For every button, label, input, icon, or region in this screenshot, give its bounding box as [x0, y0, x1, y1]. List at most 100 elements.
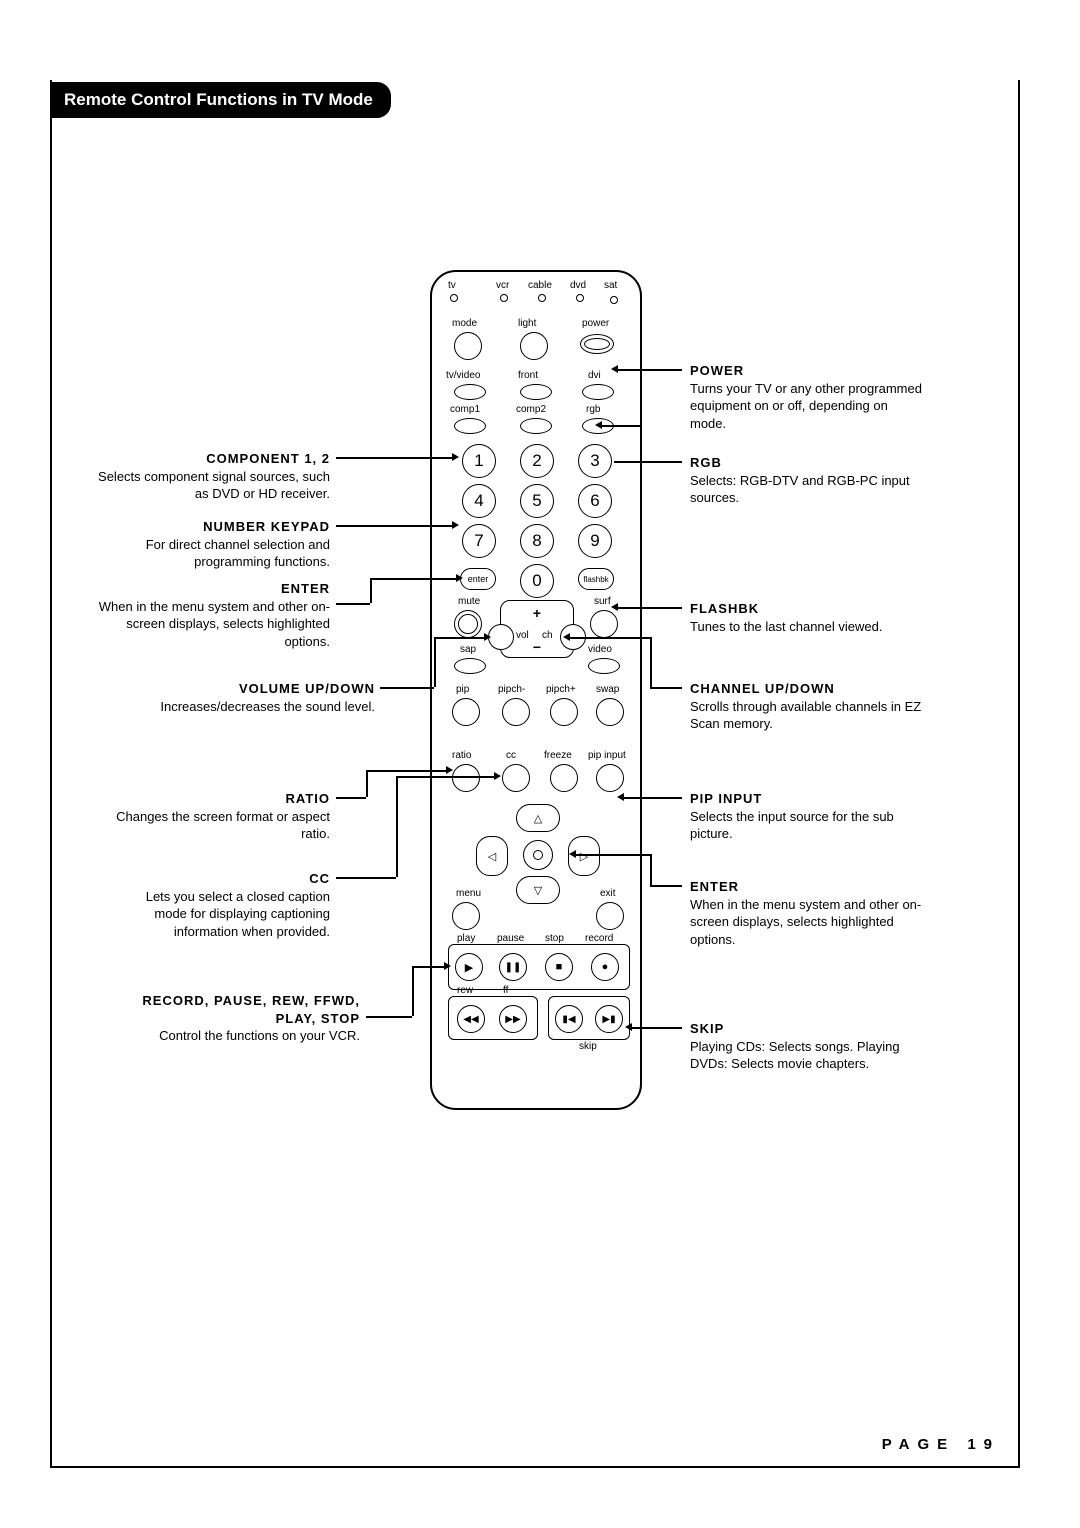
arrow-power — [611, 365, 618, 373]
line-cc-h2 — [396, 776, 494, 778]
arrow-component — [452, 453, 459, 461]
play-button[interactable]: ▶ — [455, 953, 483, 981]
led-tv-label: tv — [448, 280, 456, 291]
tvvideo-button[interactable] — [454, 384, 486, 400]
pipchm-label: pipch- — [498, 684, 525, 695]
key-5[interactable]: 5 — [520, 484, 554, 518]
callout-keypad: NUMBER KEYPAD For direct channel selecti… — [95, 518, 330, 571]
light-button[interactable] — [520, 332, 548, 360]
page-number: PAGE 19 — [882, 1436, 1000, 1453]
callout-ratio: RATIO Changes the screen format or aspec… — [110, 790, 330, 843]
line-vcr-v — [412, 966, 414, 1016]
arrow-ratio — [446, 766, 453, 774]
line-ch-h — [650, 687, 682, 689]
ff-button[interactable]: ▶▶ — [499, 1005, 527, 1033]
pause-label: pause — [497, 933, 524, 944]
line-rgb-v — [640, 425, 642, 461]
callout-volume: VOLUME UP/DOWN Increases/decreases the s… — [80, 680, 375, 715]
line-enterR-h2 — [576, 854, 650, 856]
line-ratio-v — [366, 770, 368, 797]
arrow-skip — [625, 1023, 632, 1031]
exit-button[interactable] — [596, 902, 624, 930]
sap-label: sap — [460, 644, 476, 655]
line-vol-h2 — [434, 637, 484, 639]
pipch-minus-button[interactable] — [502, 698, 530, 726]
line-component — [336, 457, 452, 459]
led-dvd — [576, 294, 584, 302]
power-button[interactable] — [580, 334, 614, 354]
line-vcr-h2 — [412, 966, 444, 968]
ff-label: ff — [503, 985, 508, 996]
front-button[interactable] — [520, 384, 552, 400]
line-enterL-h — [336, 603, 370, 605]
ratio-button[interactable] — [452, 764, 480, 792]
callout-vcr: RECORD, PAUSE, REW, FFWD, PLAY, STOP Con… — [100, 992, 360, 1045]
freeze-label: freeze — [544, 750, 572, 761]
led-tv — [450, 294, 458, 302]
flashbk-button[interactable]: flashbk — [578, 568, 614, 590]
stop-label: stop — [545, 933, 564, 944]
video-button[interactable] — [588, 658, 620, 674]
line-ch-h2 — [570, 637, 650, 639]
key-0[interactable]: 0 — [520, 564, 554, 598]
pipinput-button[interactable] — [596, 764, 624, 792]
line-enterL-h2 — [370, 578, 456, 580]
led-sat-label: sat — [604, 280, 617, 291]
dvi-button[interactable] — [582, 384, 614, 400]
line-pipin — [624, 797, 682, 799]
stop-button[interactable]: ■ — [545, 953, 573, 981]
key-4[interactable]: 4 — [462, 484, 496, 518]
menu-label: menu — [456, 888, 481, 899]
dpad-up[interactable]: △ — [516, 804, 560, 832]
video-label: video — [588, 644, 612, 655]
media-box-top: play pause stop record ▶ ❚❚ ■ ● — [448, 944, 630, 990]
mute-button[interactable] — [454, 610, 482, 638]
record-button[interactable]: ● — [591, 953, 619, 981]
line-enterR-h — [650, 885, 682, 887]
line-vol-h — [380, 687, 434, 689]
freeze-button[interactable] — [550, 764, 578, 792]
light-label: light — [518, 318, 536, 329]
exit-label: exit — [600, 888, 616, 899]
pause-button[interactable]: ❚❚ — [499, 953, 527, 981]
arrow-ch — [563, 633, 570, 641]
rew-button[interactable]: ◀◀ — [457, 1005, 485, 1033]
key-8[interactable]: 8 — [520, 524, 554, 558]
line-cc-h — [336, 877, 396, 879]
key-2[interactable]: 2 — [520, 444, 554, 478]
line-keypad — [336, 525, 452, 527]
dvi-label: dvi — [588, 370, 601, 381]
enter-button[interactable]: enter — [460, 568, 496, 590]
key-3[interactable]: 3 — [578, 444, 612, 478]
comp1-button[interactable] — [454, 418, 486, 434]
led-dvd-label: dvd — [570, 280, 586, 291]
vol-button[interactable] — [488, 624, 514, 650]
cc-button[interactable] — [502, 764, 530, 792]
dpad-left[interactable]: ◁ — [476, 836, 508, 876]
surf-button[interactable] — [590, 610, 618, 638]
dpad-down[interactable]: ▽ — [516, 876, 560, 904]
menu-button[interactable] — [452, 902, 480, 930]
pip-button[interactable] — [452, 698, 480, 726]
key-1[interactable]: 1 — [462, 444, 496, 478]
arrow-vcr — [444, 962, 451, 970]
key-6[interactable]: 6 — [578, 484, 612, 518]
comp2-button[interactable] — [520, 418, 552, 434]
mode-button[interactable] — [454, 332, 482, 360]
key-7[interactable]: 7 — [462, 524, 496, 558]
key-9[interactable]: 9 — [578, 524, 612, 558]
ch-label: ch — [542, 630, 553, 641]
pipchp-label: pipch+ — [546, 684, 576, 695]
line-cc-v — [396, 776, 398, 877]
arrow-rgb — [595, 421, 602, 429]
record-label: record — [585, 933, 613, 944]
swap-button[interactable] — [596, 698, 624, 726]
dpad-enter[interactable] — [523, 840, 553, 870]
pipch-plus-button[interactable] — [550, 698, 578, 726]
line-power — [618, 369, 682, 371]
skip-back-button[interactable]: ▮◀ — [555, 1005, 583, 1033]
arrow-vol — [484, 633, 491, 641]
sap-button[interactable] — [454, 658, 486, 674]
skip-fwd-button[interactable]: ▶▮ — [595, 1005, 623, 1033]
play-label: play — [457, 933, 475, 944]
